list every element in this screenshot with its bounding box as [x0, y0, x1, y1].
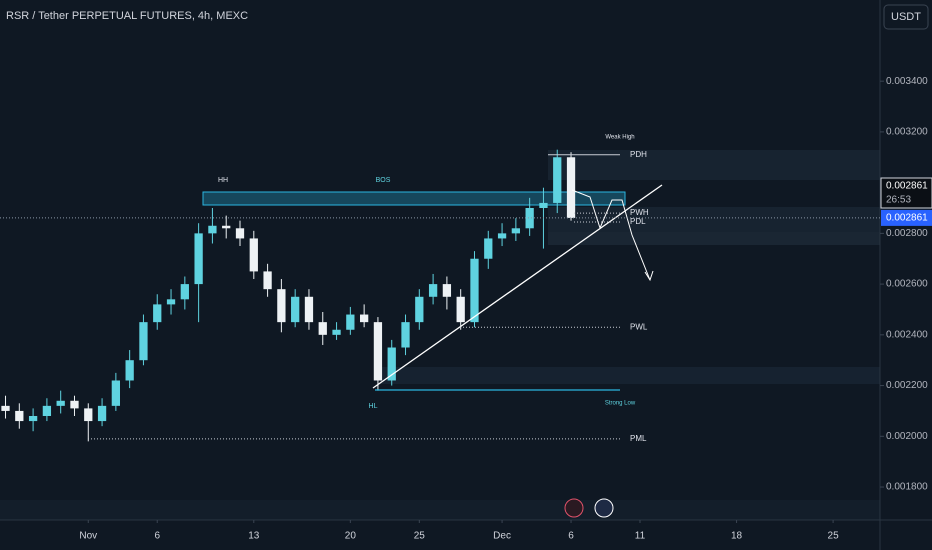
candle-body	[332, 329, 341, 335]
annotation: Strong Low	[605, 401, 636, 407]
candle-body	[291, 296, 300, 323]
candle-body	[360, 314, 369, 323]
y-tick-label: 0.001800	[886, 482, 928, 493]
candle-body	[28, 416, 38, 422]
candle-body	[318, 322, 327, 335]
price-label: 0.002861	[886, 181, 928, 192]
x-tick-label: 18	[731, 531, 743, 542]
level-label: PML	[630, 434, 647, 443]
candle-body	[304, 296, 314, 323]
price-box	[880, 177, 932, 209]
y-tick-label: 0.003200	[886, 127, 928, 138]
candle-body	[387, 347, 396, 381]
candle-body	[263, 271, 272, 290]
x-tick-label: 6	[154, 531, 160, 542]
candle-body	[277, 289, 286, 323]
chart-title: RSR / Tether PERPETUAL FUTURES, 4h, MEXC	[6, 10, 248, 22]
currency-button[interactable]	[883, 4, 929, 30]
candle-body	[84, 408, 93, 422]
candle-body	[539, 202, 548, 208]
zone	[0, 500, 880, 520]
level-label: PWH	[630, 208, 649, 217]
candle-body	[208, 225, 217, 234]
arrow-head	[644, 270, 654, 282]
candle-body	[346, 314, 355, 330]
candle-body	[497, 233, 507, 239]
price-label: 0.002861	[886, 213, 928, 224]
icon[interactable]	[594, 498, 614, 518]
projection	[571, 189, 651, 281]
candle-body	[566, 157, 576, 218]
level-label: PDL	[630, 217, 646, 226]
candle-body	[111, 380, 120, 406]
annotation: HL	[369, 403, 378, 410]
candle-body	[525, 208, 534, 229]
candle-body	[153, 304, 162, 323]
candle-body	[235, 228, 245, 239]
candle-body	[139, 322, 148, 361]
y-tick-label: 0.002600	[886, 279, 928, 290]
candle-body	[456, 296, 465, 323]
candle-body	[42, 405, 52, 416]
candle-body	[15, 410, 24, 422]
candle-body	[373, 322, 383, 381]
countdown: 26:53	[886, 195, 911, 206]
price-box	[881, 209, 932, 226]
y-tick-label: 0.002400	[886, 329, 928, 340]
candle-body	[56, 400, 65, 406]
candle-body	[553, 157, 562, 203]
candle-body	[222, 225, 231, 229]
candle-body	[401, 322, 410, 348]
candle-body	[470, 258, 479, 323]
candle-body	[166, 299, 176, 305]
level-label: PDH	[630, 150, 647, 159]
trendline	[372, 184, 663, 389]
candle-body	[1, 405, 10, 411]
x-tick-label: 25	[414, 531, 426, 542]
currency[interactable]: USDT	[891, 11, 921, 23]
x-tick-label: 25	[828, 531, 840, 542]
candle-body	[249, 238, 258, 272]
zone	[548, 232, 880, 245]
level-label: PWL	[630, 322, 648, 331]
candle-body	[194, 233, 203, 285]
y-tick-label: 0.002000	[886, 431, 928, 442]
y-tick-label: 0.002800	[886, 228, 928, 239]
x-tick-label: Dec	[493, 531, 511, 542]
x-tick-label: 6	[568, 531, 574, 542]
icon[interactable]	[564, 498, 584, 518]
candle-body	[428, 284, 438, 297]
candle-body	[442, 284, 452, 297]
candle-body	[97, 405, 107, 422]
x-tick-label: 20	[345, 531, 357, 542]
y-tick-label: 0.003400	[886, 76, 928, 87]
annotation: Weak High	[605, 135, 634, 141]
candle-body	[70, 400, 79, 409]
y-tick-label: 0.002200	[886, 380, 928, 391]
candle-body	[125, 360, 134, 381]
candle-body	[415, 296, 424, 323]
zone	[548, 207, 880, 232]
annotation: HH	[218, 177, 228, 184]
x-tick-label: Nov	[79, 531, 97, 542]
candle-body	[484, 238, 493, 259]
zone	[380, 367, 880, 384]
candle-body	[180, 284, 189, 300]
x-tick-label: 11	[635, 531, 646, 542]
annotation: BOS	[376, 177, 391, 184]
bos-box	[202, 191, 626, 206]
x-tick-label: 13	[248, 531, 260, 542]
candle-body	[511, 228, 520, 234]
